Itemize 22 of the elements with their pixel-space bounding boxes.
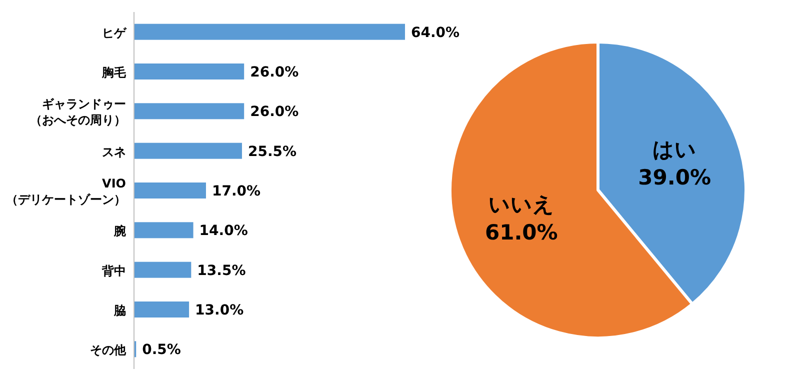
data-label: 26.0% <box>250 64 299 80</box>
data-label: 39.0% <box>638 165 712 190</box>
data-label: 13.5% <box>197 262 246 279</box>
y-tick-label: スネ <box>102 144 126 159</box>
y-tick-label: ヒゲ <box>102 26 127 40</box>
data-label: 61.0% <box>484 220 558 245</box>
slice-label: はい <box>652 137 697 162</box>
y-tick-label: 脇 <box>113 304 126 318</box>
y-tick-label: 胸毛 <box>101 66 127 80</box>
data-label: 14.0% <box>199 223 248 240</box>
y-tick-label: 腕 <box>113 224 126 238</box>
data-label: 17.0% <box>212 184 261 200</box>
y-tick-label: ギャランドゥー（おへその周り） <box>30 97 126 128</box>
data-label: 26.0% <box>250 104 299 120</box>
y-tick-label: その他 <box>90 343 127 358</box>
data-label: 64.0% <box>411 24 460 41</box>
slice-label: いいえ <box>488 192 554 217</box>
data-label: 13.0% <box>195 302 244 318</box>
data-label: 25.5% <box>248 144 297 160</box>
y-tick-label: 背中 <box>101 264 126 278</box>
data-label: 0.5% <box>142 342 181 358</box>
y-tick-label: VIO（デリケートゾーン） <box>6 176 126 206</box>
